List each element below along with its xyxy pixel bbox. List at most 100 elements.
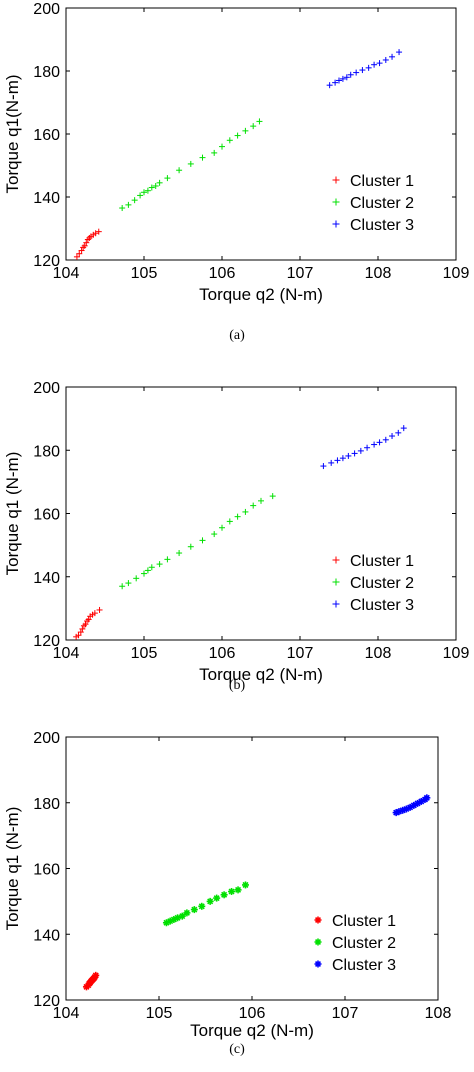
data-point — [364, 444, 371, 451]
series-1 — [73, 606, 103, 640]
data-point — [164, 556, 171, 563]
data-point — [77, 629, 84, 636]
data-point — [269, 493, 276, 500]
data-point — [83, 239, 90, 246]
data-point — [242, 508, 249, 515]
legend-marker — [332, 220, 340, 228]
legend: Cluster 1 Cluster 2 Cluster 3 — [332, 553, 414, 614]
data-point — [395, 429, 402, 436]
legend-marker — [314, 938, 322, 946]
y-tick-label: 140 — [33, 927, 60, 944]
legend-label: Cluster 2 — [350, 195, 414, 212]
legend: Cluster 1 Cluster 2 Cluster 3 — [332, 173, 414, 234]
x-tick-label: 105 — [146, 1005, 173, 1022]
series-2 — [162, 881, 249, 927]
data-point — [156, 561, 163, 568]
data-point — [81, 242, 88, 249]
data-point — [353, 69, 360, 76]
data-point — [396, 49, 403, 56]
x-axis-label: Torque q2 (N-m) — [199, 665, 323, 684]
data-point — [228, 888, 236, 896]
data-point — [241, 881, 249, 889]
data-point — [187, 543, 194, 550]
data-point — [382, 56, 389, 63]
y-axis-label: Torque q1(N-m) — [3, 74, 22, 193]
data-point — [242, 127, 249, 134]
data-point — [332, 79, 339, 86]
y-tick-label: 160 — [33, 507, 60, 524]
series-2 — [119, 118, 263, 212]
x-axis-label: Torque q2 (N-m) — [199, 285, 323, 304]
data-point — [351, 450, 358, 457]
legend-marker — [332, 600, 340, 608]
data-point — [152, 182, 159, 189]
data-point — [359, 67, 366, 74]
data-point — [334, 457, 341, 464]
data-point — [187, 160, 194, 167]
legend-label: Cluster 1 — [350, 553, 414, 570]
data-point — [131, 197, 138, 204]
scatter-chart-a: 104 105 106 107 108 109 120 140 160 180 200 Torque … — [3, 1, 469, 304]
data-point — [137, 192, 144, 199]
x-tick-label: 108 — [365, 645, 392, 662]
data-point — [86, 234, 93, 241]
data-point — [164, 175, 171, 182]
y-tick-label: 120 — [33, 633, 60, 650]
data-point — [326, 82, 333, 89]
data-point — [376, 439, 383, 446]
data-point — [339, 455, 346, 462]
legend-marker — [332, 198, 340, 206]
y-axis-label: Torque q1 (N-m) — [3, 452, 22, 576]
data-point — [148, 564, 155, 571]
legend-marker — [332, 556, 340, 564]
data-point — [389, 433, 396, 440]
legend-label: Cluster 2 — [332, 935, 396, 952]
data-point — [365, 64, 372, 71]
data-point — [84, 236, 91, 243]
data-point — [226, 518, 233, 525]
x-tick-label: 104 — [53, 645, 80, 662]
data-point — [213, 894, 221, 902]
y-tick-label: 140 — [33, 190, 60, 207]
data-point — [190, 906, 198, 914]
y-tick-label: 200 — [33, 380, 60, 397]
legend-label: Cluster 1 — [350, 173, 414, 190]
data-point — [328, 459, 335, 466]
data-point — [258, 497, 264, 504]
data-point — [73, 253, 80, 260]
chart-panel-b: 104 105 106 107 108 109 120 140 160 180 200 Torque … — [0, 360, 474, 710]
data-point — [226, 137, 233, 144]
data-point — [199, 154, 206, 161]
y-tick-label: 180 — [33, 64, 60, 81]
caption-c: (c) — [229, 1042, 245, 1057]
data-point — [91, 610, 98, 617]
data-point — [141, 189, 147, 196]
y-tick-label: 160 — [33, 862, 60, 879]
data-point — [376, 60, 383, 67]
data-point — [76, 250, 83, 257]
series-1 — [82, 971, 100, 991]
data-point — [347, 71, 354, 78]
data-point — [141, 570, 147, 577]
y-tick-label: 120 — [33, 993, 60, 1010]
y-tick-label: 180 — [33, 796, 60, 813]
data-point — [80, 622, 87, 629]
data-point — [125, 580, 132, 587]
data-point — [199, 537, 206, 544]
legend-marker — [332, 578, 340, 586]
series-3 — [320, 425, 407, 470]
data-point — [250, 502, 257, 509]
data-point — [176, 550, 183, 557]
series-2 — [119, 493, 276, 590]
series-1 — [73, 228, 102, 260]
data-point — [133, 575, 140, 582]
data-point — [206, 897, 214, 905]
data-point — [156, 179, 163, 186]
scatter-chart-b: 104 105 106 107 108 109 120 140 160 180 200 Torque … — [3, 380, 469, 684]
y-tick-label: 200 — [33, 1, 60, 18]
data-point — [211, 531, 218, 538]
data-point — [198, 902, 206, 910]
data-point — [400, 425, 407, 432]
x-tick-label: 107 — [287, 645, 314, 662]
data-point — [357, 447, 364, 454]
